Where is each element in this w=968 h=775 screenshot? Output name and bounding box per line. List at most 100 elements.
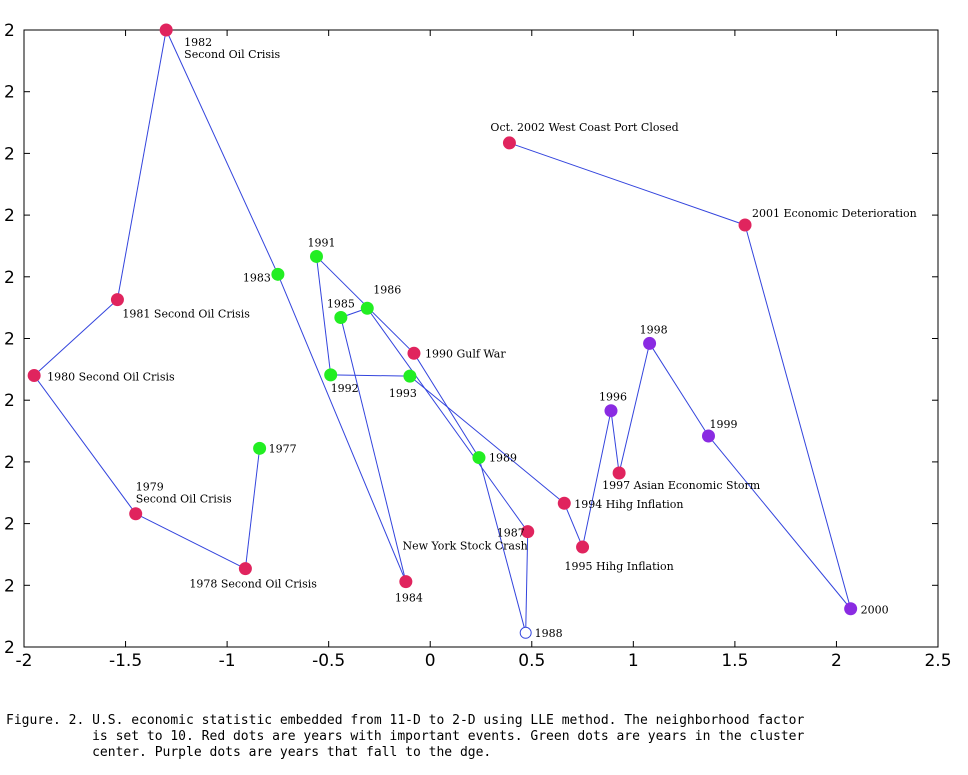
x-tick-label: -1 [219, 651, 236, 671]
point-label: 1983 [243, 271, 271, 284]
x-tick-label: 0 [425, 651, 436, 671]
path-segment [315, 256, 332, 375]
path-segment [618, 343, 651, 474]
point-label: 1996 [599, 391, 627, 404]
path-segment [409, 375, 565, 504]
caption-line: Figure. 2. U.S. economic statistic embed… [6, 713, 805, 728]
point-label: 1989 [489, 452, 517, 465]
point-label: New York Stock Crash [402, 540, 527, 553]
path-segment [744, 224, 852, 609]
path-segment [116, 29, 167, 300]
data-point-event [557, 496, 571, 510]
data-point-event [27, 369, 41, 383]
data-point-edge [701, 429, 715, 443]
point-label: 2001 Economic Deterioration [752, 207, 917, 220]
point-label: 2000 [861, 604, 889, 617]
point-label: 1986 [373, 283, 401, 296]
point-label: 1999 [709, 418, 737, 431]
path-segment [525, 531, 529, 633]
x-tick-label: 2.5 [924, 651, 951, 671]
x-tick-label: 2 [831, 651, 842, 671]
data-point-center [271, 267, 285, 281]
path-segment [563, 503, 584, 548]
path-segment [340, 317, 407, 582]
lle-scatter-chart: -2 -1.5 -1 -0.5 0 0.5 1 1.5 2 2.5 2 2 2 2 2 2 2 2 2 2 2 1977… [4, 21, 952, 671]
point-label: 1995 Hihg Inflation [565, 560, 674, 573]
plot-area-frame [23, 29, 939, 648]
data-point-center [309, 249, 323, 263]
y-tick-label: 2 [4, 391, 15, 411]
data-points [27, 23, 858, 639]
y-tick-label: 2 [4, 638, 15, 658]
path-segment [610, 410, 620, 474]
y-tick-label: 2 [4, 206, 15, 226]
x-tick-label: -0.5 [312, 651, 345, 671]
y-tick-label: 2 [4, 83, 15, 103]
path-segment [135, 513, 246, 570]
path-segment [244, 448, 261, 569]
data-point-center [334, 311, 348, 325]
point-label: 1984 [395, 592, 423, 605]
y-tick-label: 2 [4, 453, 15, 473]
data-point-event [521, 525, 535, 539]
caption-line: is set to 10. Red dots are years with im… [6, 729, 805, 744]
data-point-edge [643, 336, 657, 350]
point-label: 1981 Second Oil Crisis [122, 308, 250, 321]
path-segment [509, 142, 746, 226]
point-label: 1991 [307, 236, 335, 249]
x-tick-label: 0.5 [518, 651, 545, 671]
data-point-event [129, 507, 143, 521]
path-segment [478, 457, 527, 633]
point-label: 1990 Gulf War [425, 347, 506, 360]
data-point-center [253, 441, 267, 455]
point-label: 1987 [497, 527, 525, 540]
axis-ticks: -2 -1.5 -1 -0.5 0 0.5 1 1.5 2 2.5 2 2 2 2 2 2 2 2 2 2 2 [4, 21, 952, 671]
path-segment [649, 343, 709, 437]
data-point-event [407, 346, 421, 360]
data-point-event [738, 218, 752, 232]
point-label: 1998 [640, 323, 668, 336]
path-segment [33, 375, 137, 515]
point-label: 1988 [535, 627, 563, 640]
x-tick-label: -1.5 [109, 651, 142, 671]
point-label: 1993 [389, 387, 417, 400]
data-point-edge [844, 602, 858, 616]
y-tick-label: 2 [4, 515, 15, 535]
y-tick-label: 2 [4, 144, 15, 164]
y-tick-label: 2 [4, 268, 15, 288]
path-segment [33, 299, 118, 376]
point-label: 1994 Hihg Inflation [574, 498, 683, 511]
data-point-open [519, 626, 532, 639]
point-label: 1977 [269, 442, 297, 455]
data-point-event [502, 136, 516, 150]
path-segment [708, 435, 852, 610]
x-tick-label: 1.5 [721, 651, 748, 671]
x-tick-label: -2 [16, 651, 33, 671]
point-label: Oct. 2002 West Coast Port Closed [490, 121, 678, 134]
path-segment [582, 410, 612, 548]
x-tick-label: 1 [628, 651, 639, 671]
figure-caption: Figure. 2. U.S. economic statistic embed… [6, 713, 956, 761]
connecting-path [33, 29, 852, 633]
point-label: 1980 Second Oil Crisis [47, 371, 175, 384]
point-label: 1997 Asian Economic Storm [602, 479, 761, 492]
point-label: Second Oil Crisis [136, 493, 232, 506]
point-label: 1992 [331, 382, 359, 395]
caption-line: center. Purple dots are years that fall … [6, 745, 492, 760]
y-tick-label: 2 [4, 330, 15, 350]
point-label: 1979 [136, 481, 164, 494]
data-point-event [399, 575, 413, 589]
y-tick-label: 2 [4, 21, 15, 41]
data-point-edge [604, 404, 618, 418]
data-point-event [612, 466, 626, 480]
point-label: 1985 [327, 298, 355, 311]
data-point-event [238, 562, 252, 576]
path-segment [330, 374, 410, 377]
path-segment [413, 353, 480, 458]
path-segment [366, 307, 529, 532]
y-tick-label: 2 [4, 576, 15, 596]
point-label: 1982 [184, 36, 212, 49]
data-point-center [324, 368, 338, 382]
data-point-event [159, 23, 173, 37]
